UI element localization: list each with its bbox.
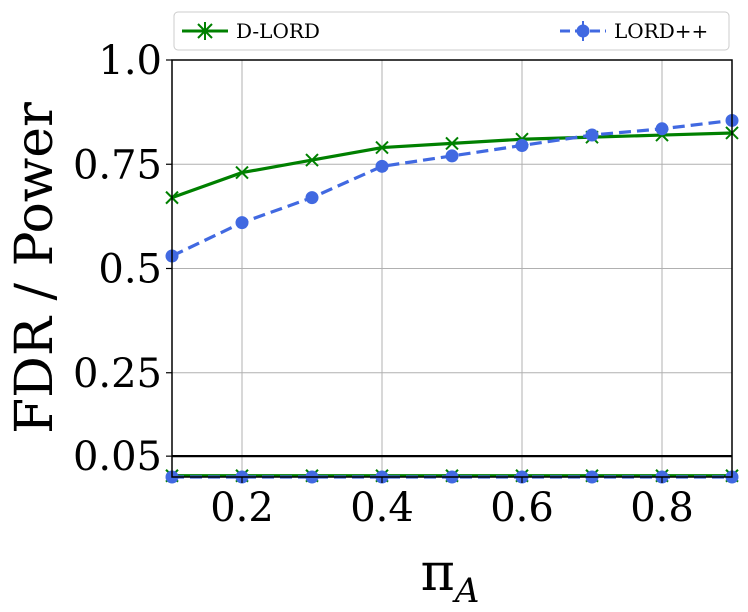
legend-marker <box>576 24 590 38</box>
legend: D-LORD LORD++ <box>173 11 730 51</box>
data-point <box>445 149 459 163</box>
y-tick-label: 0.05 <box>73 434 162 480</box>
y-tick-label: 1.0 <box>98 38 162 84</box>
y-axis-label: FDR / Power <box>5 102 65 434</box>
y-tick-label: 0.75 <box>73 142 162 188</box>
legend-marker <box>197 22 213 40</box>
grid <box>172 59 732 477</box>
legend-item: D-LORD <box>182 19 320 43</box>
data-point <box>305 191 319 205</box>
x-axis-ticks: 0.2 0.4 0.6 0.8 <box>210 477 694 531</box>
data-point <box>655 122 669 136</box>
data-point <box>235 216 249 230</box>
x-tick-label: 0.8 <box>630 485 694 531</box>
data-point <box>515 138 529 152</box>
data-point <box>375 140 389 155</box>
legend-label: LORD++ <box>614 19 708 43</box>
legend-label: D-LORD <box>236 19 320 43</box>
legend-box <box>173 11 730 51</box>
x-axis-label-subscript: A <box>452 571 480 611</box>
y-tick-label: 0.25 <box>73 351 162 397</box>
x-axis-label-main: π <box>421 543 455 603</box>
y-axis-ticks: 0.05 0.25 0.5 0.75 1.0 <box>73 38 172 480</box>
data-point <box>375 159 389 173</box>
series-layer <box>165 113 739 484</box>
series-lord-power <box>165 113 739 263</box>
series-dlord-power <box>165 126 739 205</box>
x-tick-label: 0.6 <box>490 485 554 531</box>
data-point <box>585 128 599 142</box>
x-tick-label: 0.4 <box>350 485 414 531</box>
x-axis-label: πA <box>421 543 480 611</box>
x-tick-label: 0.2 <box>210 485 274 531</box>
y-tick-label: 0.5 <box>98 247 162 293</box>
data-point <box>305 153 319 167</box>
legend-item: LORD++ <box>560 19 708 43</box>
data-point <box>235 165 249 180</box>
data-point <box>445 136 459 151</box>
series-line <box>171 118 733 258</box>
